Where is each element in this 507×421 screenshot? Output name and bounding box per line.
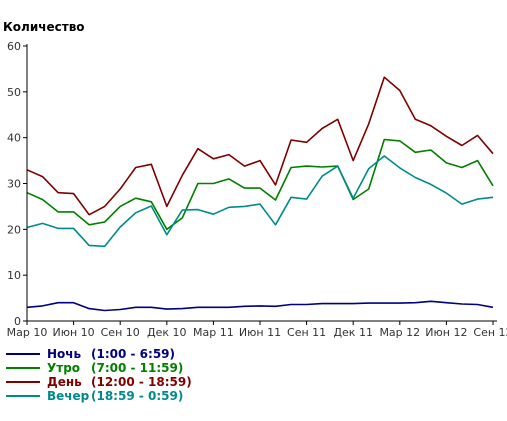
x-tick-label: Мар 10	[7, 326, 48, 339]
y-tick-label: 20	[7, 223, 21, 236]
x-tick-label: Июн 11	[239, 326, 281, 339]
x-tick-label: Дек 10	[147, 326, 187, 339]
legend-time-range: (12:00 - 18:59)	[91, 375, 192, 389]
x-tick-label: Мар 11	[193, 326, 234, 339]
x-tick-label: Июн 10	[53, 326, 95, 339]
x-tick-label: Мар 12	[379, 326, 420, 339]
series-lines	[26, 76, 494, 312]
legend-label: День	[47, 375, 82, 389]
series-line-3	[26, 76, 494, 216]
y-tick-label: 40	[7, 132, 21, 145]
legend-time-range: (18:59 - 0:59)	[91, 389, 183, 403]
series-line-1	[26, 300, 494, 312]
series-line-4	[26, 155, 494, 248]
y-axis-title: Количество	[3, 20, 85, 34]
y-tick-label: 50	[7, 86, 21, 99]
axes	[26, 44, 497, 322]
legend-label: Утро	[47, 361, 80, 375]
x-tick-label: Июн 12	[425, 326, 467, 339]
legend-label: Вечер	[47, 389, 90, 403]
x-tick-label: Сен 11	[287, 326, 326, 339]
x-axis-ticks: Мар 10 Июн 10 Сен 10 Дек 10 Мар 11 Июн 11 Сен …	[7, 321, 507, 339]
x-tick-label: Сен 12	[473, 326, 507, 339]
y-axis-ticks: 0 10 20 30 40 50 60	[7, 40, 27, 328]
legend-time-range: (7:00 - 11:59)	[91, 361, 183, 375]
y-tick-label: 0	[14, 315, 21, 328]
y-tick-label: 30	[7, 178, 21, 191]
x-tick-label: Сен 10	[101, 326, 140, 339]
series-line-2	[26, 138, 494, 231]
legend-label: Ночь	[47, 347, 82, 361]
y-tick-label: 60	[7, 40, 21, 53]
y-tick-label: 10	[7, 269, 21, 282]
x-tick-label: Дек 11	[333, 326, 373, 339]
legend-time-range: (1:00 - 6:59)	[91, 347, 175, 361]
legend: Ночь (1:00 - 6:59) Утро (7:00 - 11:59) День (…	[6, 347, 192, 403]
